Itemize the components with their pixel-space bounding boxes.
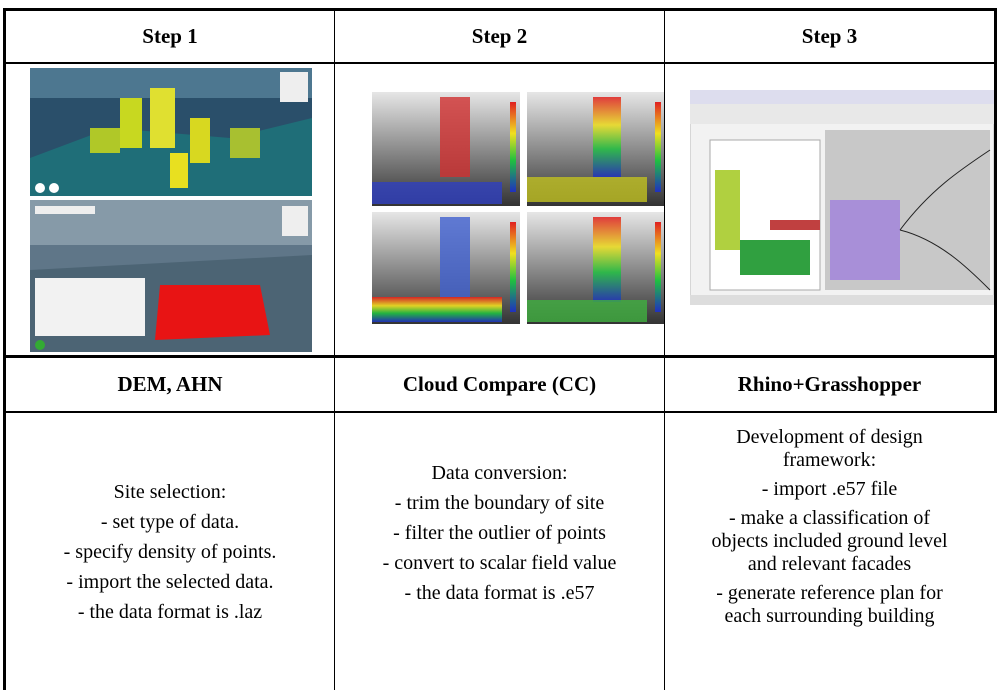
border: [994, 8, 997, 412]
description-line: - filter the outlier of points: [393, 520, 606, 546]
page: Step 1 Step 2 Step 3 DEM, AHN Cloud Comp…: [0, 0, 1001, 690]
tool-cell: DEM, AHN: [6, 358, 334, 411]
description-line: Site selection:: [114, 479, 227, 505]
step2-image: [372, 92, 664, 324]
step1-image: [30, 200, 312, 352]
description-line: - specify density of points.: [64, 539, 277, 565]
step3-image: [690, 90, 994, 305]
header-cell: Step 1: [6, 11, 334, 62]
description-line: - generate reference plan for each surro…: [705, 582, 954, 628]
description-cell: Data conversion: - trim the boundary of s…: [335, 413, 664, 653]
description-line: - trim the boundary of site: [395, 490, 604, 516]
description-line: - make a classification of objects inclu…: [705, 507, 954, 576]
description-cell: Development of design framework: - import…: [665, 413, 994, 690]
description-line: - import .e57 file: [762, 478, 898, 501]
description-line: - the data format is .e57: [405, 580, 595, 606]
description-line: - convert to scalar field value: [383, 550, 617, 576]
description-cell: Site selection: - set type of data. - spec…: [6, 413, 334, 690]
description-line: - set type of data.: [101, 509, 239, 535]
description-line: Development of design framework:: [705, 426, 954, 472]
step1-image: [30, 68, 312, 196]
border: [3, 62, 997, 64]
tool-cell: Rhino+Grasshopper: [665, 358, 994, 411]
description-line: Data conversion:: [431, 460, 567, 486]
description-line: - import the selected data.: [66, 569, 273, 595]
header-cell: Step 2: [335, 11, 664, 62]
header-cell: Step 3: [665, 11, 994, 62]
tool-cell: Cloud Compare (CC): [335, 358, 664, 411]
description-line: - the data format is .laz: [78, 599, 262, 625]
